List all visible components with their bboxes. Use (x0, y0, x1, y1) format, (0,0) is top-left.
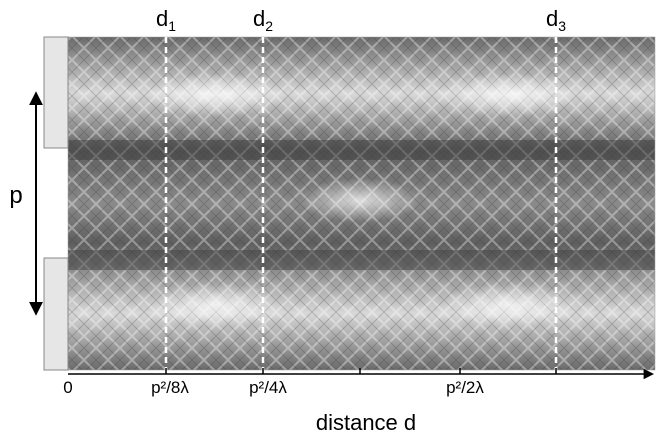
axis-ticks (165, 368, 557, 374)
period-label: p (9, 182, 22, 209)
axis-tick-label: p²/8λ (151, 378, 189, 397)
axis-tick-label: 0 (63, 378, 72, 397)
axis-title: distance d (316, 410, 416, 435)
axis-tick-label: p²/4λ (249, 378, 287, 397)
marker-label: d3 (546, 6, 566, 34)
talbot-carpet (67, 36, 656, 371)
grating-slit (43, 257, 69, 371)
marker-label: d1 (156, 6, 176, 34)
axis-tick-label: p²/2λ (446, 378, 484, 397)
marker-label: d2 (253, 6, 273, 34)
grating-slit (43, 36, 69, 149)
marker-lines (164, 37, 558, 370)
